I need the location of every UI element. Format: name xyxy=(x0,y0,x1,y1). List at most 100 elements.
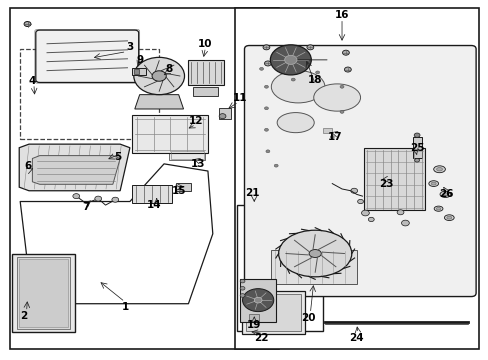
Circle shape xyxy=(240,287,244,290)
Text: 2: 2 xyxy=(20,311,28,321)
Circle shape xyxy=(240,294,244,297)
Circle shape xyxy=(259,67,263,70)
Bar xyxy=(246,294,301,331)
Circle shape xyxy=(134,57,184,95)
Ellipse shape xyxy=(428,181,438,186)
Circle shape xyxy=(254,297,262,303)
Circle shape xyxy=(401,220,408,226)
Bar xyxy=(134,69,139,74)
Bar xyxy=(234,8,478,348)
Circle shape xyxy=(361,210,368,216)
Bar xyxy=(10,8,278,348)
Circle shape xyxy=(24,22,31,27)
Ellipse shape xyxy=(278,230,351,277)
Bar xyxy=(242,291,305,334)
Circle shape xyxy=(344,67,350,72)
Text: 14: 14 xyxy=(147,200,161,210)
Bar xyxy=(19,259,68,327)
Text: 22: 22 xyxy=(254,333,268,343)
Ellipse shape xyxy=(439,191,450,198)
Circle shape xyxy=(73,194,80,199)
Bar xyxy=(20,49,159,139)
Circle shape xyxy=(240,279,244,283)
Circle shape xyxy=(264,85,268,88)
Bar xyxy=(322,128,331,134)
Circle shape xyxy=(413,133,419,137)
Circle shape xyxy=(315,71,319,74)
Bar xyxy=(188,60,223,85)
FancyBboxPatch shape xyxy=(244,45,475,297)
Text: 6: 6 xyxy=(24,161,31,171)
Bar xyxy=(237,205,322,330)
Ellipse shape xyxy=(308,249,321,257)
Text: 24: 24 xyxy=(348,333,363,343)
Text: 23: 23 xyxy=(378,179,392,189)
Text: 13: 13 xyxy=(190,159,205,169)
Ellipse shape xyxy=(436,167,442,171)
Bar xyxy=(132,116,207,153)
Circle shape xyxy=(274,164,278,167)
Text: 25: 25 xyxy=(409,143,424,153)
Ellipse shape xyxy=(444,215,453,221)
Ellipse shape xyxy=(433,206,442,211)
Bar xyxy=(132,68,146,75)
Bar xyxy=(363,148,424,211)
Text: 16: 16 xyxy=(334,10,348,20)
Circle shape xyxy=(367,217,373,222)
Bar xyxy=(176,183,190,191)
Circle shape xyxy=(291,78,295,81)
Circle shape xyxy=(270,45,311,75)
Bar xyxy=(168,149,205,160)
Bar xyxy=(271,250,356,284)
Text: 8: 8 xyxy=(165,64,172,74)
Circle shape xyxy=(242,289,273,312)
Text: 20: 20 xyxy=(300,313,314,323)
Circle shape xyxy=(330,135,333,138)
Text: 18: 18 xyxy=(307,75,322,85)
Bar xyxy=(239,279,276,321)
Circle shape xyxy=(339,111,343,113)
Ellipse shape xyxy=(313,84,360,111)
Circle shape xyxy=(414,158,419,162)
Bar xyxy=(249,314,259,320)
Ellipse shape xyxy=(271,71,325,103)
Ellipse shape xyxy=(433,166,445,173)
Text: 21: 21 xyxy=(245,188,260,198)
Bar xyxy=(12,253,75,332)
Text: 15: 15 xyxy=(171,186,185,196)
Circle shape xyxy=(264,107,268,110)
Circle shape xyxy=(263,45,269,50)
Text: 7: 7 xyxy=(82,202,89,212)
Ellipse shape xyxy=(446,216,451,219)
Circle shape xyxy=(112,197,119,202)
Circle shape xyxy=(396,210,403,215)
Bar xyxy=(193,87,217,96)
Text: 5: 5 xyxy=(114,152,121,162)
Text: 26: 26 xyxy=(439,189,453,199)
Circle shape xyxy=(152,71,166,81)
Ellipse shape xyxy=(430,182,435,185)
Circle shape xyxy=(357,199,363,204)
Bar xyxy=(170,150,203,159)
Circle shape xyxy=(284,55,296,64)
Polygon shape xyxy=(135,95,183,109)
Circle shape xyxy=(264,129,268,131)
Text: 19: 19 xyxy=(246,320,261,330)
Circle shape xyxy=(219,114,225,119)
Polygon shape xyxy=(19,144,130,191)
Text: 12: 12 xyxy=(188,116,203,126)
Polygon shape xyxy=(32,156,120,184)
Circle shape xyxy=(306,45,313,50)
Circle shape xyxy=(265,150,269,153)
Text: 1: 1 xyxy=(121,302,128,312)
Circle shape xyxy=(264,61,271,66)
Circle shape xyxy=(350,188,357,193)
Bar xyxy=(412,137,421,158)
Ellipse shape xyxy=(442,193,447,196)
Circle shape xyxy=(95,196,102,201)
Bar xyxy=(132,185,172,203)
Text: 3: 3 xyxy=(126,42,133,52)
FancyBboxPatch shape xyxy=(36,30,139,82)
Ellipse shape xyxy=(277,113,314,133)
Text: 4: 4 xyxy=(29,76,36,86)
